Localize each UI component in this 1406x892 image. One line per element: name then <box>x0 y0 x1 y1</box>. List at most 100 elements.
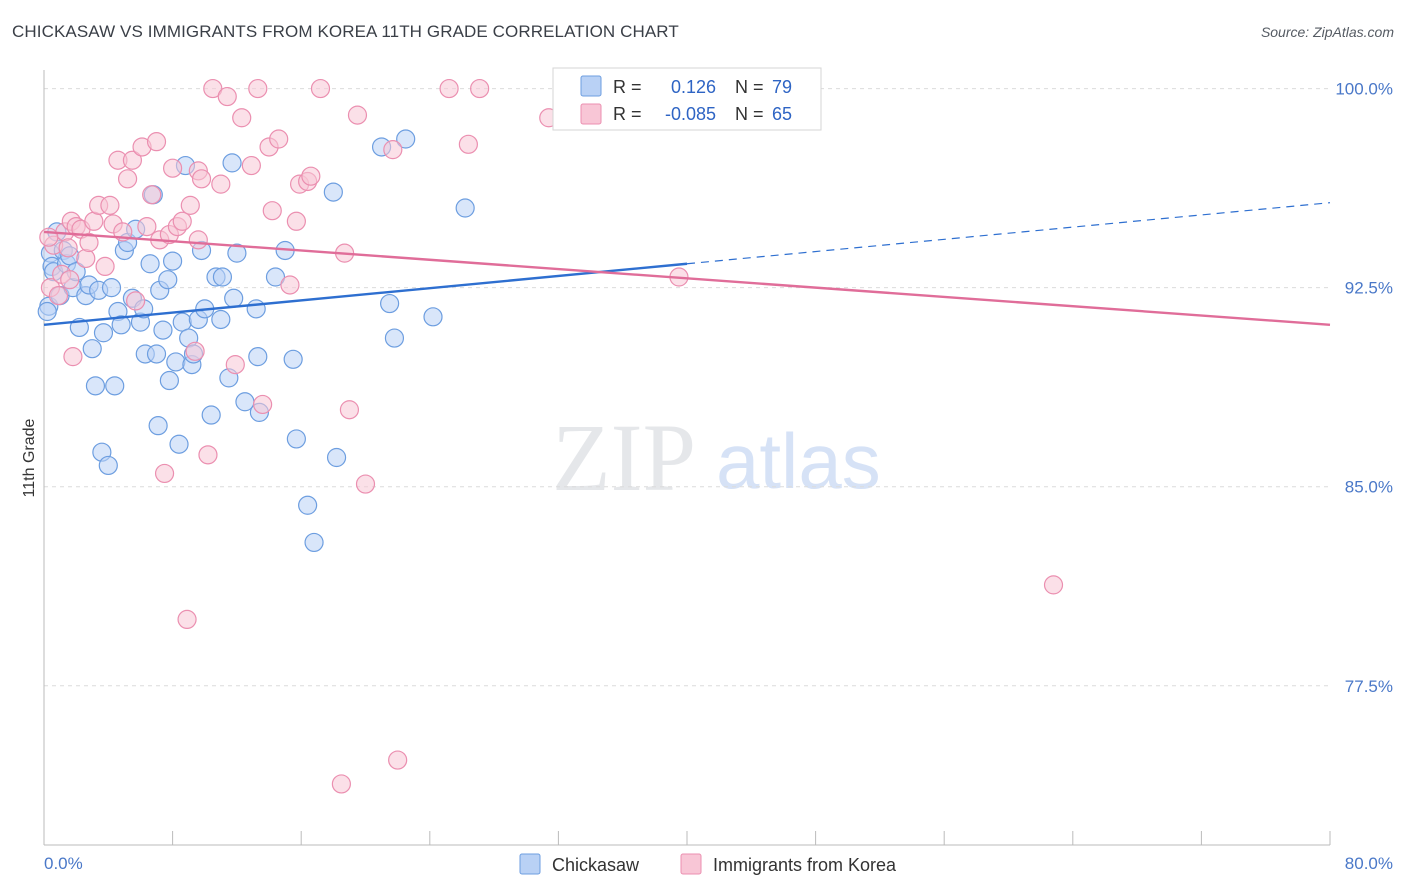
scatter-point-chickasaw <box>148 416 168 436</box>
scatter-point-korea <box>177 609 197 630</box>
scatter-point-chickasaw <box>384 328 405 348</box>
scatter-point-korea <box>355 474 376 494</box>
chart-title: CHICKASAW VS IMMIGRANTS FROM KOREA 11TH … <box>12 22 679 41</box>
scatter-point-chickasaw <box>158 270 178 290</box>
scatter-point-korea <box>117 169 138 189</box>
scatter-point-chickasaw <box>159 370 179 391</box>
scatter-point-korea <box>76 248 96 269</box>
scatter-point-korea <box>301 166 321 186</box>
legend-r-label-chickasaw: R = <box>613 77 642 97</box>
scatter-point-korea <box>458 134 478 154</box>
scatter-point-chickasaw <box>222 153 242 173</box>
scatter-point-korea <box>347 105 368 125</box>
scatter-point-korea <box>232 108 252 128</box>
y-axis-label: 11th Grade <box>21 418 38 497</box>
scatter-point-korea <box>126 291 146 311</box>
scatter-point-chickasaw <box>298 495 318 515</box>
scatter-point-chickasaw <box>169 434 189 454</box>
scatter-point-korea <box>58 238 78 258</box>
scatter-point-chickasaw <box>423 307 443 327</box>
legend: R = 0.126 N = 79 R = -0.085 N = 65 <box>552 67 822 131</box>
scatter-point-chickasaw <box>227 243 247 263</box>
scatter-point-korea <box>470 78 490 99</box>
axes: 77.5% 85.0% 92.5% 100.0% 0.0% 80.0% <box>43 70 1393 873</box>
scatter-point-chickasaw <box>326 447 347 468</box>
legend-swatch-korea <box>580 103 602 125</box>
scatter-point-chickasaw <box>163 251 183 271</box>
scatter-point-korea <box>60 270 80 290</box>
legend-swatch-chickasaw <box>580 75 602 97</box>
scatter-point-korea <box>253 394 273 415</box>
y-tick-label: 85.0% <box>1345 478 1393 497</box>
trend-line-chickasaw <box>43 262 688 326</box>
scatter-point-chickasaw <box>166 352 186 372</box>
x-tick-label: 80.0% <box>1345 854 1393 873</box>
scatter-point-chickasaw <box>111 315 131 335</box>
chart-source: Source: ZipAtlas.com <box>1260 24 1394 40</box>
scatter-point-korea <box>122 150 143 170</box>
scatter-point-chickasaw <box>37 301 57 322</box>
watermark-atlas: atlas <box>716 417 881 505</box>
watermark-zip: ZIP <box>552 404 696 511</box>
scatter-point-korea <box>310 78 331 99</box>
scatter-points <box>37 78 1064 794</box>
scatter-point-chickasaw <box>93 323 114 343</box>
scatter-point-korea <box>225 355 245 375</box>
scatter-point-korea <box>180 195 200 215</box>
trend-line-korea <box>43 230 1331 326</box>
scatter-point-korea <box>188 230 208 250</box>
scatter-point-korea <box>154 463 175 484</box>
bottom-legend-swatch-chickasaw <box>519 853 541 875</box>
bottom-legend-swatch-korea <box>680 853 702 875</box>
scatter-point-chickasaw <box>101 278 122 298</box>
scatter-point-korea <box>262 201 282 221</box>
scatter-point-chickasaw <box>211 309 231 330</box>
legend-r-value-korea: -0.085 <box>665 104 716 124</box>
scatter-point-korea <box>1043 575 1064 595</box>
scatter-point-korea <box>100 195 120 215</box>
y-tick-label: 100.0% <box>1335 80 1393 99</box>
scatter-point-chickasaw <box>323 182 343 202</box>
scatter-point-korea <box>95 256 115 277</box>
scatter-point-chickasaw <box>246 299 266 319</box>
scatter-point-chickasaw <box>172 312 192 332</box>
trend-line-dashed-chickasaw <box>686 202 1331 265</box>
scatter-point-korea <box>142 185 162 205</box>
y-tick-label: 92.5% <box>1345 279 1393 298</box>
trend-lines <box>43 202 1331 326</box>
scatter-point-chickasaw <box>248 347 268 367</box>
gridlines <box>44 88 1330 687</box>
scatter-point-chickasaw <box>140 254 160 274</box>
bottom-legend-label-chickasaw: Chickasaw <box>552 855 640 875</box>
bottom-legend-label-korea: Immigrants from Korea <box>713 855 897 875</box>
scatter-point-chickasaw <box>283 349 303 369</box>
legend-r-label-korea: R = <box>613 104 642 124</box>
scatter-point-korea <box>331 774 351 794</box>
scatter-point-korea <box>217 86 237 107</box>
scatter-point-chickasaw <box>265 267 286 287</box>
scatter-point-korea <box>286 211 306 231</box>
scatter-point-korea <box>185 341 205 361</box>
scatter-point-korea <box>269 129 289 149</box>
scatter-point-korea <box>39 227 59 247</box>
scatter-point-korea <box>203 78 223 99</box>
scatter-point-chickasaw <box>455 198 475 218</box>
scatter-point-chickasaw <box>146 344 167 364</box>
x-tick-label: 0.0% <box>44 854 83 873</box>
scatter-point-chickasaw <box>286 429 306 449</box>
scatter-point-korea <box>383 140 403 160</box>
legend-n-label-chickasaw: N = <box>735 77 764 97</box>
scatter-point-korea <box>241 155 261 176</box>
scatter-point-korea <box>211 174 231 194</box>
scatter-point-korea <box>63 347 83 367</box>
scatter-point-korea <box>79 232 99 253</box>
scatter-point-chickasaw <box>98 455 118 476</box>
legend-r-value-chickasaw: 0.126 <box>671 77 716 97</box>
scatter-point-korea <box>388 750 408 770</box>
scatter-point-chickasaw <box>380 293 400 314</box>
scatter-point-chickasaw <box>201 405 221 425</box>
scatter-point-korea <box>48 285 69 306</box>
scatter-point-korea <box>198 445 218 465</box>
legend-n-value-korea: 65 <box>772 104 792 124</box>
